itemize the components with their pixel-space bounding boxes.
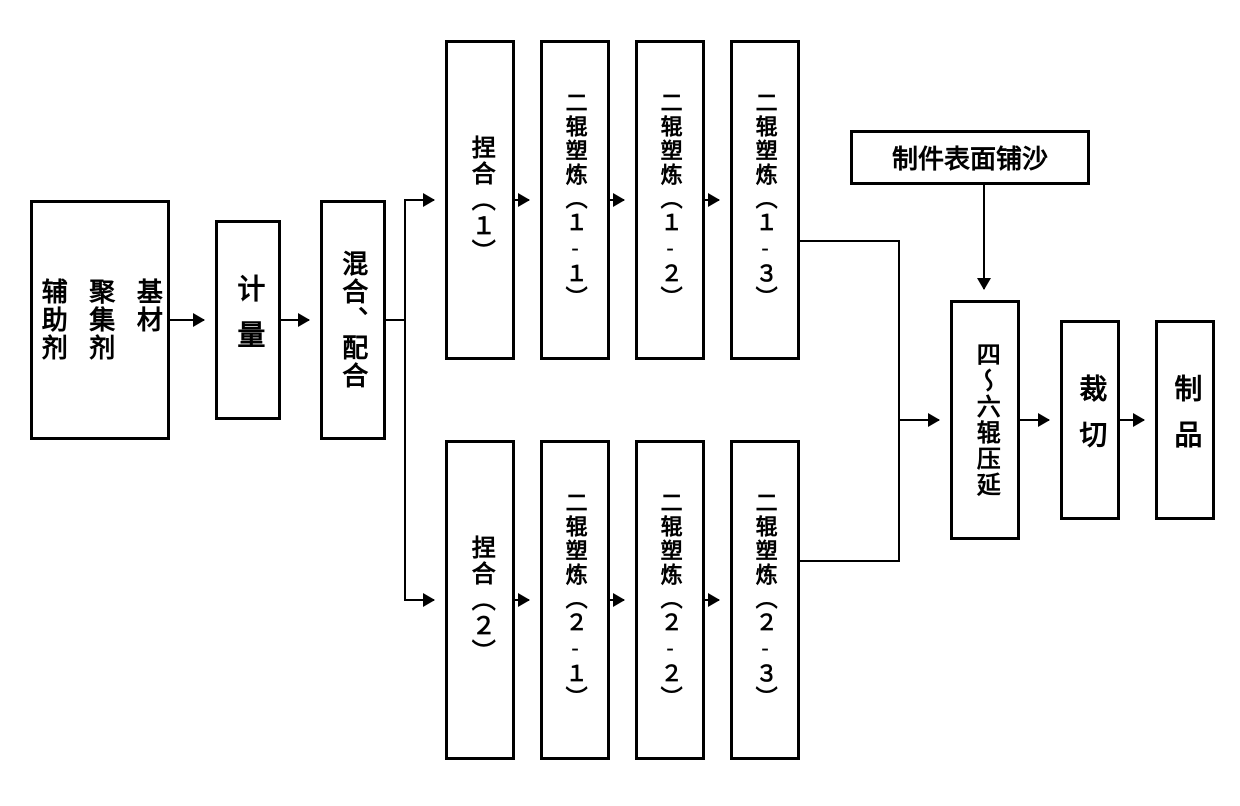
roll11-box: 二辊塑炼（１‐１） <box>540 40 610 360</box>
product-box: 制品 <box>1155 320 1215 520</box>
roll22-box: 二辊塑炼（２‐２） <box>635 440 705 760</box>
knead1-label: 捏合（１） <box>461 135 499 265</box>
arrow-k1-r11 <box>515 199 529 201</box>
arrow-r22-r23 <box>705 599 719 601</box>
col-auxiliary: 辅助剂 <box>32 278 74 362</box>
cut-box: 裁切 <box>1060 320 1120 520</box>
roll23-label: 二辊塑炼（２‐３） <box>747 491 782 710</box>
mix-box: 混合、配合 <box>320 200 386 440</box>
arrow-r11-r12 <box>610 199 624 201</box>
line-mix-out <box>386 319 406 321</box>
line-r13-out <box>800 240 900 242</box>
input-materials-box: 辅助剂 聚集剂 基材 <box>30 200 170 440</box>
roll21-box: 二辊塑炼（２‐１） <box>540 440 610 760</box>
arrow-weigh-mix <box>281 319 309 321</box>
arrow-k2-r21 <box>515 599 529 601</box>
arrow-to-knead1 <box>404 199 434 201</box>
calendar-box: 四～六辊压延 <box>950 300 1020 540</box>
arrow-merge-calendar <box>898 419 939 421</box>
line-split-v <box>404 199 406 601</box>
roll22-label: 二辊塑炼（２‐２） <box>652 491 687 710</box>
cut-label: 裁切 <box>1068 374 1113 466</box>
roll13-box: 二辊塑炼（１‐３） <box>730 40 800 360</box>
weigh-box: 计量 <box>215 220 281 420</box>
roll12-box: 二辊塑炼（１‐２） <box>635 40 705 360</box>
arrow-r21-r22 <box>610 599 624 601</box>
arrow-r12-r13 <box>705 199 719 201</box>
roll23-box: 二辊塑炼（２‐３） <box>730 440 800 760</box>
roll11-label: 二辊塑炼（１‐１） <box>557 91 592 310</box>
roll12-label: 二辊塑炼（１‐２） <box>652 91 687 310</box>
arrow-sand-down <box>983 185 985 289</box>
mix-label: 混合、配合 <box>332 250 374 390</box>
arrow-to-knead2 <box>404 599 434 601</box>
product-label: 制品 <box>1163 374 1208 466</box>
knead2-label: 捏合（２） <box>461 535 499 665</box>
weigh-label: 计量 <box>226 274 271 366</box>
arrow-input-weigh <box>170 319 204 321</box>
col-base: 基材 <box>127 278 169 362</box>
sand-label: 制件表面铺沙 <box>892 139 1048 176</box>
line-r23-out <box>800 560 900 562</box>
input-cols: 辅助剂 聚集剂 基材 <box>32 278 169 362</box>
arrow-cut-prod <box>1120 419 1144 421</box>
col-aggregate: 聚集剂 <box>79 278 121 362</box>
knead1-box: 捏合（１） <box>445 40 515 360</box>
sand-box: 制件表面铺沙 <box>850 130 1090 185</box>
arrow-cal-cut <box>1020 419 1049 421</box>
roll13-label: 二辊塑炼（１‐３） <box>747 91 782 310</box>
roll21-label: 二辊塑炼（２‐１） <box>557 491 592 710</box>
calendar-label: 四～六辊压延 <box>966 342 1004 498</box>
line-merge-top <box>898 240 900 420</box>
line-merge-bot <box>898 421 900 562</box>
knead2-box: 捏合（２） <box>445 440 515 760</box>
